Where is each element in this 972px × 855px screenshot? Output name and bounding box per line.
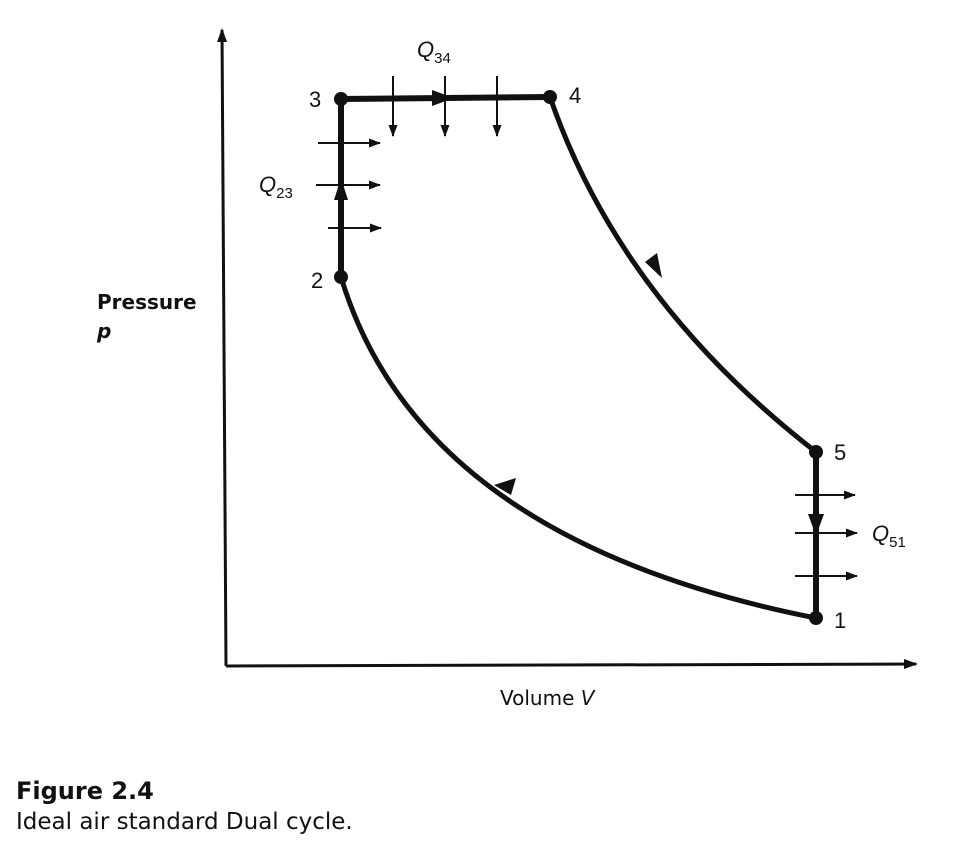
arrow-left-1-2-icon bbox=[494, 478, 516, 495]
x-axis-label-text: Volume bbox=[500, 686, 574, 710]
q34-label: Q34 bbox=[417, 37, 451, 67]
y-axis bbox=[217, 28, 228, 667]
y-axis-variable: p bbox=[96, 319, 111, 343]
arrow-down-4-5-icon bbox=[645, 253, 662, 278]
figure-number: Figure 2.4 bbox=[16, 777, 154, 805]
q51-label: Q51 bbox=[872, 521, 906, 551]
state-label-1: 1 bbox=[834, 608, 846, 633]
state-point-5 bbox=[809, 445, 823, 459]
q23-main: Q bbox=[259, 172, 276, 197]
q51-sub: 51 bbox=[889, 534, 906, 551]
state-label-5: 5 bbox=[834, 440, 846, 465]
arrow-down-5-1-icon bbox=[808, 514, 824, 536]
q51-main: Q bbox=[872, 521, 889, 546]
state-label-2: 2 bbox=[311, 268, 323, 293]
heat-arrows bbox=[316, 76, 858, 581]
state-point-3 bbox=[334, 92, 348, 106]
figure-caption: Figure 2.4 Ideal air standard Dual cycle… bbox=[16, 776, 353, 838]
arrow-up-2-3-icon bbox=[334, 178, 348, 200]
q23-sub: 23 bbox=[276, 185, 293, 202]
q34-main: Q bbox=[417, 37, 434, 62]
state-labels: 3 4 2 5 1 bbox=[309, 83, 846, 633]
cycle-paths bbox=[338, 94, 819, 621]
q23-label: Q23 bbox=[259, 172, 293, 202]
state-point-2 bbox=[334, 270, 348, 284]
x-axis-label: Volume V bbox=[500, 686, 596, 710]
figure-description: Ideal air standard Dual cycle. bbox=[16, 809, 353, 835]
x-axis-variable: V bbox=[581, 686, 596, 710]
state-label-3: 3 bbox=[309, 87, 321, 112]
dual-cycle-diagram: 3 4 2 5 1 Q34 Q23 Q51 Pressure p Volume … bbox=[96, 28, 918, 710]
arrow-right-3-4-icon bbox=[432, 90, 454, 106]
state-label-4: 4 bbox=[569, 83, 581, 108]
q34-sub: 34 bbox=[434, 50, 451, 67]
direction-arrows bbox=[334, 90, 824, 536]
state-point-1 bbox=[809, 611, 823, 625]
heat-labels: Q34 Q23 Q51 bbox=[259, 37, 906, 551]
process-4-5 bbox=[547, 94, 819, 455]
axes bbox=[217, 28, 918, 670]
x-axis bbox=[225, 659, 918, 670]
process-1-2 bbox=[338, 274, 819, 621]
y-axis-label: Pressure bbox=[97, 290, 197, 314]
state-points bbox=[334, 90, 823, 625]
state-point-4 bbox=[543, 90, 557, 104]
